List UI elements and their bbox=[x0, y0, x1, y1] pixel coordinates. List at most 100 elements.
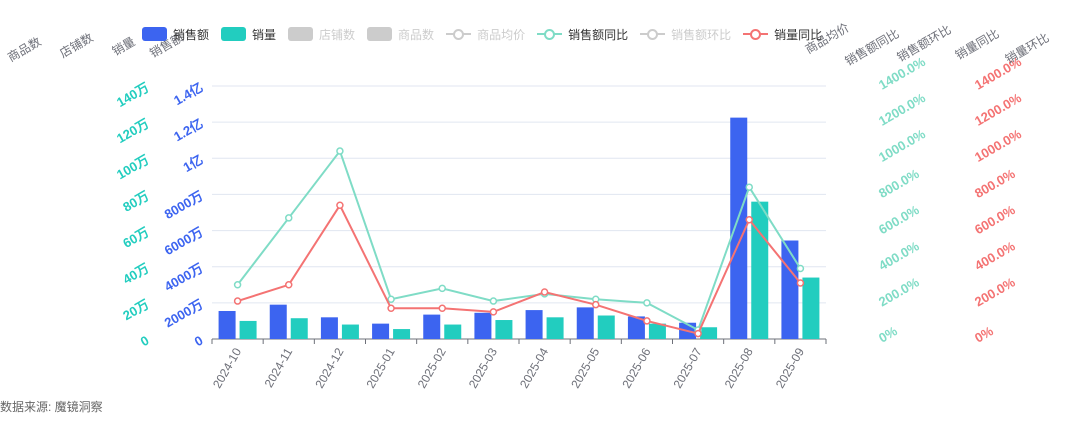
y-tick-sales-yoy: 200.0% bbox=[876, 274, 922, 309]
x-tick-label: 2025-05 bbox=[568, 345, 602, 390]
bar-volume bbox=[341, 324, 359, 339]
legend-item[interactable]: 销量同比 bbox=[743, 26, 822, 43]
chart-legend: 销售额 销量 店铺数 商品数 商品均价 销售额同比 销售额环比 销量同比 bbox=[142, 24, 834, 44]
data-source-note: 数据来源: 魔镜洞察 bbox=[0, 400, 103, 414]
legend-item[interactable]: 商品数 bbox=[367, 26, 434, 43]
bar-sales bbox=[525, 310, 543, 339]
bar-volume bbox=[393, 329, 411, 339]
bar-volume bbox=[546, 317, 564, 339]
axis-title: 销售额环比 bbox=[894, 22, 953, 65]
legend-label: 销售额同比 bbox=[568, 27, 629, 42]
bar-sales bbox=[372, 323, 390, 339]
bar-volume bbox=[444, 324, 462, 339]
point-volume-yoy bbox=[643, 317, 651, 325]
y-tick-sales-yoy: 400.0% bbox=[876, 238, 922, 273]
point-sales-yoy bbox=[745, 183, 753, 191]
y-tick-volume: 140万 bbox=[114, 80, 152, 110]
legend-label: 销售额 bbox=[173, 27, 210, 42]
point-sales-yoy bbox=[336, 147, 344, 155]
legend-label: 销量同比 bbox=[774, 27, 823, 42]
bar-sales bbox=[576, 307, 594, 339]
y-tick-sales: 0 bbox=[192, 333, 206, 350]
bar-volume bbox=[802, 277, 820, 339]
legend-swatch bbox=[142, 27, 167, 41]
y-tick-sales-yoy: 600.0% bbox=[876, 202, 922, 237]
axis-title: 销量同比 bbox=[953, 26, 1002, 62]
legend-item[interactable]: 销量 bbox=[221, 26, 276, 43]
legend-swatch bbox=[367, 27, 393, 41]
bar-sales bbox=[320, 317, 338, 339]
x-tick-label: 2025-07 bbox=[671, 345, 705, 390]
line-volume-yoy bbox=[237, 203, 802, 335]
bar-volume bbox=[751, 201, 769, 339]
point-sales-yoy bbox=[438, 284, 446, 293]
y-tick-volume-yoy: 400.0% bbox=[972, 238, 1018, 273]
y-tick-volume: 20万 bbox=[120, 296, 151, 323]
y-tick-volume: 120万 bbox=[114, 116, 152, 146]
legend-line-icon bbox=[640, 27, 666, 41]
x-tick-label: 2025-01 bbox=[364, 345, 398, 390]
y-tick-volume: 0 bbox=[138, 333, 152, 350]
bar-volume bbox=[597, 315, 615, 339]
bar-sales bbox=[269, 304, 287, 339]
x-tick-label: 2025-06 bbox=[619, 345, 653, 390]
y-tick-volume-yoy: 1000.0% bbox=[972, 126, 1024, 165]
point-sales-yoy bbox=[387, 295, 395, 303]
legend-item[interactable]: 销售额 bbox=[142, 26, 209, 43]
point-sales-yoy bbox=[643, 299, 651, 307]
point-volume-yoy bbox=[233, 297, 242, 305]
point-volume-yoy bbox=[592, 300, 600, 309]
legend-label: 商品数 bbox=[398, 27, 435, 42]
y-tick-sales-yoy: 0% bbox=[876, 323, 900, 346]
legend-label: 销量 bbox=[252, 27, 277, 42]
legend-label: 店铺数 bbox=[319, 27, 356, 42]
legend-line-icon bbox=[446, 27, 472, 41]
x-tick-label: 2024-10 bbox=[210, 345, 244, 390]
x-tick-label: 2024-12 bbox=[312, 345, 346, 390]
point-volume-yoy bbox=[285, 281, 293, 289]
point-sales-yoy bbox=[233, 281, 242, 289]
x-tick-label: 2025-09 bbox=[773, 345, 807, 390]
bar-volume bbox=[700, 327, 718, 339]
axis-title: 商品数 bbox=[5, 34, 44, 65]
x-tick-label: 2025-03 bbox=[466, 345, 500, 390]
point-volume-yoy bbox=[438, 304, 446, 313]
x-tick-label: 2025-02 bbox=[415, 345, 449, 390]
point-volume-yoy bbox=[796, 279, 805, 287]
y-tick-sales: 8000万 bbox=[162, 188, 206, 222]
y-tick-volume-yoy: 800.0% bbox=[972, 166, 1018, 201]
y-tick-volume: 40万 bbox=[120, 260, 151, 287]
y-tick-volume-yoy: 0% bbox=[972, 323, 996, 346]
y-tick-sales: 4000万 bbox=[162, 260, 206, 294]
bar-sales bbox=[627, 316, 645, 339]
bar-volume bbox=[648, 323, 666, 339]
y-tick-volume: 80万 bbox=[120, 188, 151, 215]
legend-item[interactable]: 商品均价 bbox=[446, 26, 525, 43]
legend-swatch bbox=[221, 27, 247, 41]
legend-item[interactable]: 店铺数 bbox=[288, 26, 355, 43]
bar-sales bbox=[781, 240, 799, 339]
x-tick-label: 2025-08 bbox=[722, 345, 756, 390]
bar-sales bbox=[474, 312, 492, 339]
axis-title: 销量 bbox=[110, 34, 138, 58]
legend-swatch bbox=[288, 27, 314, 41]
point-sales-yoy bbox=[489, 297, 498, 305]
legend-label: 销售额环比 bbox=[671, 27, 732, 42]
y-tick-sales: 6000万 bbox=[162, 224, 206, 258]
bar-volume bbox=[290, 318, 308, 339]
y-tick-sales-yoy: 1200.0% bbox=[876, 90, 928, 129]
bar-volume bbox=[239, 320, 257, 339]
y-tick-volume-yoy: 600.0% bbox=[972, 202, 1018, 237]
point-volume-yoy bbox=[336, 201, 344, 210]
y-tick-sales: 1亿 bbox=[180, 152, 205, 175]
legend-item[interactable]: 销售额环比 bbox=[640, 26, 731, 43]
y-tick-volume: 100万 bbox=[114, 152, 152, 182]
y-tick-volume-yoy: 200.0% bbox=[972, 274, 1018, 309]
point-volume-yoy bbox=[387, 304, 395, 313]
axis-title: 店铺数 bbox=[57, 30, 96, 61]
legend-line-icon bbox=[743, 27, 769, 41]
legend-item[interactable]: 销售额同比 bbox=[537, 26, 628, 43]
point-sales-yoy bbox=[796, 264, 805, 273]
bar-volume bbox=[495, 320, 513, 339]
bar-sales bbox=[218, 310, 236, 339]
